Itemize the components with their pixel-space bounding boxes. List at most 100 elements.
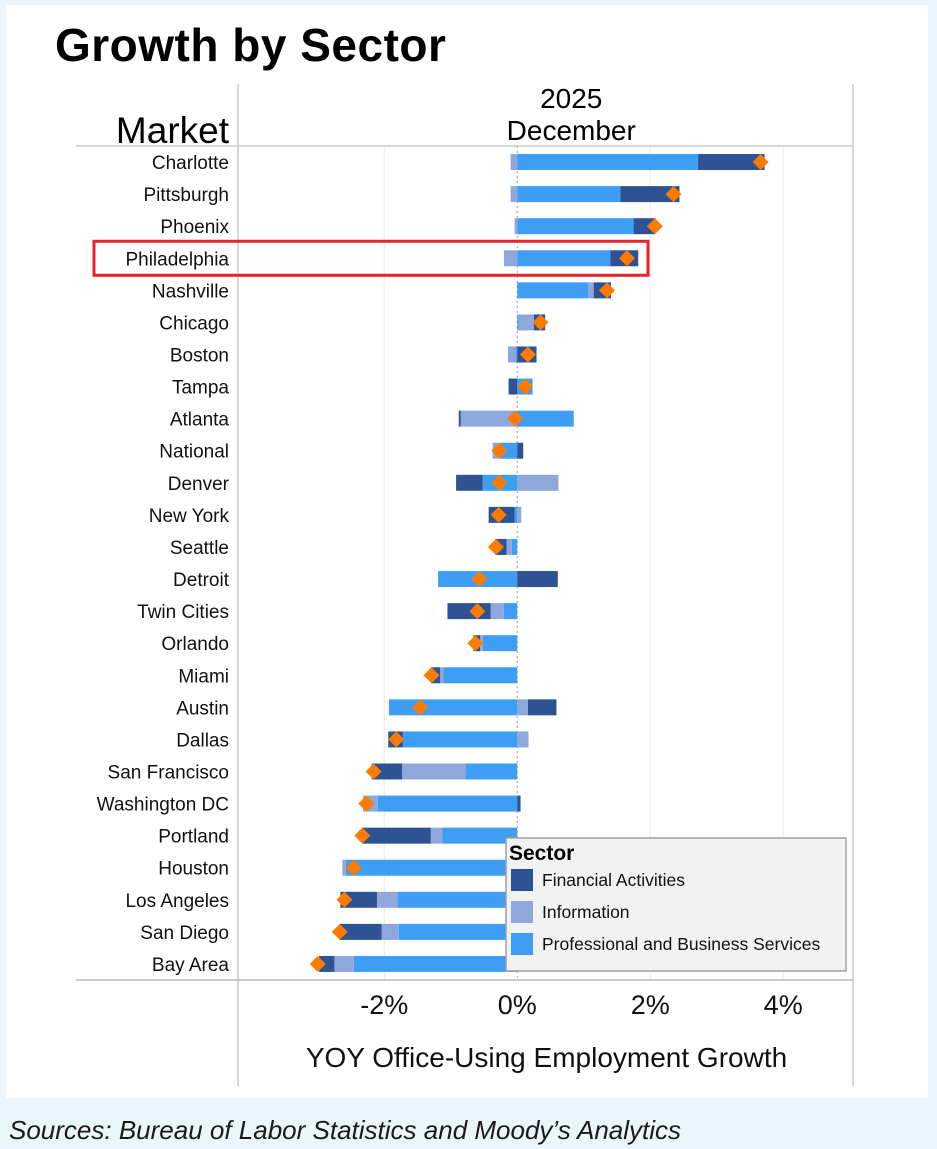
legend-swatch-professional (511, 933, 533, 955)
total-marker (519, 346, 536, 363)
bar-information (402, 763, 466, 780)
bar-information (507, 346, 516, 363)
row-label: Austin (176, 698, 229, 719)
total-marker (490, 506, 507, 523)
x-tick-label: -2% (360, 990, 408, 1020)
x-tick-label: 2% (631, 990, 670, 1020)
bar-professional (443, 667, 518, 684)
bar-professional (517, 218, 634, 235)
bar-information (588, 282, 594, 299)
row-label: San Diego (140, 923, 229, 944)
bar-information (430, 827, 443, 844)
bar-professional (442, 827, 518, 844)
total-marker (471, 571, 488, 588)
row-label: Atlanta (170, 410, 230, 431)
bar-information (376, 891, 398, 908)
legend-swatch-information (511, 901, 533, 923)
bar-professional (517, 186, 621, 203)
market-header: Market (116, 110, 230, 151)
bar-information (517, 474, 559, 491)
total-marker (532, 314, 549, 331)
bar-professional (500, 442, 518, 459)
bar-information (506, 538, 512, 555)
x-tick-label: 0% (498, 990, 537, 1020)
x-tick-label: 4% (764, 990, 803, 1020)
bar-professional (388, 699, 518, 716)
bar-professional (398, 923, 518, 940)
bar-information (342, 859, 346, 876)
bar-information (440, 667, 444, 684)
total-marker (665, 186, 682, 203)
total-marker (491, 474, 508, 491)
total-marker (345, 859, 362, 876)
bar-information (510, 186, 518, 203)
row-label: New York (149, 506, 230, 527)
legend-label-information: Information (542, 902, 630, 922)
x-axis-label: YOY Office-Using Employment Growth (306, 1042, 787, 1073)
bar-financial (527, 699, 557, 716)
row-label: Los Angeles (125, 891, 229, 912)
bar-financial (633, 218, 656, 235)
bar-professional (402, 731, 518, 748)
bar-financial (698, 154, 765, 171)
source-note: Sources: Bureau of Labor Statistics and … (9, 1115, 682, 1145)
bar-professional (517, 282, 589, 299)
total-marker (517, 378, 534, 395)
row-label: Twin Cities (137, 602, 229, 623)
row-label: Chicago (159, 313, 229, 334)
row-label: Phoenix (160, 217, 229, 238)
total-marker (354, 827, 371, 844)
bar-professional (377, 795, 518, 812)
total-marker (388, 731, 405, 748)
bar-professional (517, 410, 574, 427)
total-marker (752, 154, 769, 171)
bar-information (503, 250, 518, 267)
bar-professional (517, 250, 611, 267)
row-label: Dallas (176, 730, 229, 751)
row-label: Boston (170, 346, 229, 367)
bar-information (518, 314, 534, 331)
bar-information (517, 699, 528, 716)
bar-financial (458, 410, 461, 427)
bar-information (517, 506, 522, 523)
month-header: December (507, 115, 636, 146)
bar-professional (397, 891, 518, 908)
bar-financial (456, 474, 483, 491)
legend-label-financial: Financial Activities (542, 870, 685, 890)
row-label: Portland (158, 827, 229, 848)
total-marker (309, 955, 326, 972)
total-marker (358, 795, 375, 812)
total-marker (599, 282, 615, 299)
bar-professional (482, 635, 518, 652)
total-marker (365, 763, 382, 780)
bar-professional (511, 538, 518, 555)
bar-professional (517, 314, 519, 331)
row-label: Philadelphia (125, 249, 229, 270)
total-marker (423, 667, 440, 684)
legend-label-professional: Professional and Business Services (542, 934, 820, 954)
total-marker (469, 603, 486, 620)
bar-financial (517, 795, 521, 812)
legend-swatch-financial (511, 869, 533, 891)
bar-financial (340, 891, 377, 908)
row-label: Seattle (170, 538, 229, 559)
row-label: Orlando (161, 634, 229, 655)
bar-professional (517, 154, 699, 171)
legend-box (505, 837, 847, 972)
total-marker (336, 891, 353, 908)
total-marker (331, 923, 348, 940)
bar-financial (508, 378, 518, 395)
row-label: Pittsburgh (143, 185, 229, 206)
total-marker (487, 538, 504, 555)
row-label: Washington DC (97, 795, 229, 816)
bar-information (381, 923, 399, 940)
total-marker (507, 410, 524, 427)
highlight-box (92, 239, 650, 277)
row-label: National (159, 442, 229, 463)
row-label: Houston (158, 859, 229, 880)
row-label: Detroit (173, 570, 230, 591)
bar-financial (620, 186, 680, 203)
row-label: Tampa (172, 378, 229, 399)
bar-professional (465, 763, 518, 780)
